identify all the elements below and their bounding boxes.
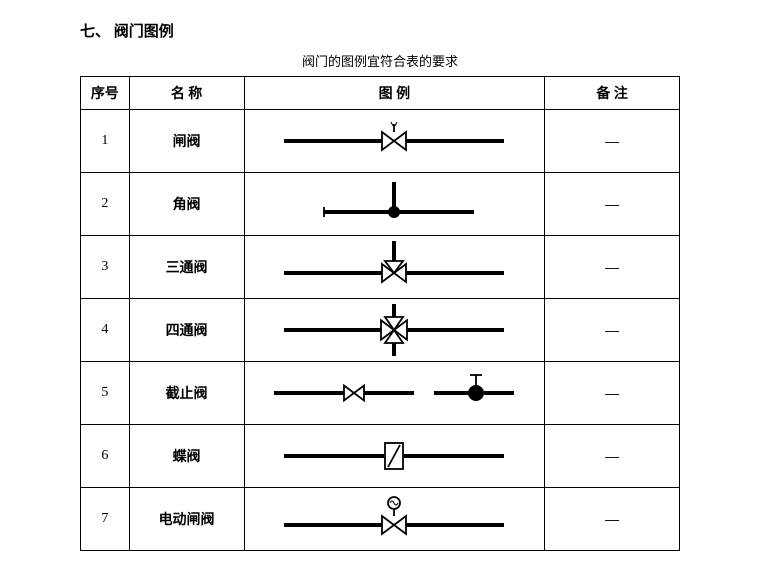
stop-icon xyxy=(254,365,534,421)
cell-num: 3 xyxy=(81,236,130,299)
gate-icon xyxy=(254,113,534,169)
section-subheading: 阀门的图例宜符合表的要求 xyxy=(60,51,700,70)
three-way-icon xyxy=(254,239,534,295)
col-header-note: 备 注 xyxy=(545,77,680,110)
cell-symbol xyxy=(244,236,545,299)
cell-num: 7 xyxy=(81,488,130,551)
cell-note: — xyxy=(545,362,680,425)
col-header-name: 名 称 xyxy=(129,77,244,110)
cell-num: 4 xyxy=(81,299,130,362)
cell-name: 蝶阀 xyxy=(129,425,244,488)
cell-num: 2 xyxy=(81,173,130,236)
col-header-symbol: 图 例 xyxy=(244,77,545,110)
valve-legend-table: 序号 名 称 图 例 备 注 1 闸阀 — 2 角阀 — xyxy=(80,76,680,551)
cell-num: 6 xyxy=(81,425,130,488)
table-row: 2 角阀 — xyxy=(81,173,680,236)
table-row: 7 电动闸阀 — xyxy=(81,488,680,551)
cell-note: — xyxy=(545,299,680,362)
cell-name: 三通阀 xyxy=(129,236,244,299)
cell-symbol xyxy=(244,173,545,236)
table-header-row: 序号 名 称 图 例 备 注 xyxy=(81,77,680,110)
cell-symbol xyxy=(244,425,545,488)
cell-name: 闸阀 xyxy=(129,110,244,173)
cell-note: — xyxy=(545,425,680,488)
cell-symbol xyxy=(244,110,545,173)
cell-name: 电动闸阀 xyxy=(129,488,244,551)
cell-note: — xyxy=(545,110,680,173)
table-row: 1 闸阀 — xyxy=(81,110,680,173)
cell-num: 5 xyxy=(81,362,130,425)
table-row: 3 三通阀 — xyxy=(81,236,680,299)
four-way-icon xyxy=(254,302,534,358)
cell-note: — xyxy=(545,173,680,236)
cell-note: — xyxy=(545,488,680,551)
motor-gate-icon xyxy=(254,491,534,547)
table-row: 5 截止阀 — xyxy=(81,362,680,425)
butterfly-icon xyxy=(254,428,534,484)
cell-symbol xyxy=(244,299,545,362)
section-heading: 七、 阀门图例 xyxy=(80,20,700,41)
table-row: 6 蝶阀 — xyxy=(81,425,680,488)
cell-symbol xyxy=(244,488,545,551)
table-row: 4 四通阀 — xyxy=(81,299,680,362)
cell-name: 截止阀 xyxy=(129,362,244,425)
cell-symbol xyxy=(244,362,545,425)
cell-num: 1 xyxy=(81,110,130,173)
cell-note: — xyxy=(545,236,680,299)
cell-name: 四通阀 xyxy=(129,299,244,362)
col-header-num: 序号 xyxy=(81,77,130,110)
angle-icon xyxy=(254,176,534,232)
cell-name: 角阀 xyxy=(129,173,244,236)
